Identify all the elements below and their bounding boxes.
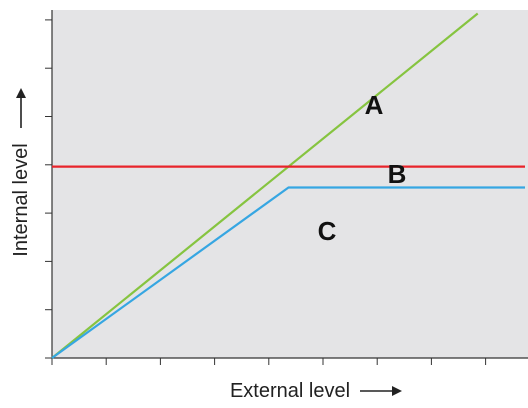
x-axis-arrow-icon [360, 386, 402, 396]
series-line-a [51, 12, 479, 359]
series-line-c [51, 186, 525, 359]
series-label-b: B [388, 159, 407, 189]
series-lines [51, 12, 525, 359]
series-label-a: A [365, 90, 384, 120]
series-label-c: C [318, 216, 337, 246]
y-axis-arrow-icon [16, 88, 26, 128]
y-axis-title: Internal level [10, 143, 32, 256]
axis-ticks [45, 19, 487, 365]
x-axis-title: External level [230, 380, 350, 402]
